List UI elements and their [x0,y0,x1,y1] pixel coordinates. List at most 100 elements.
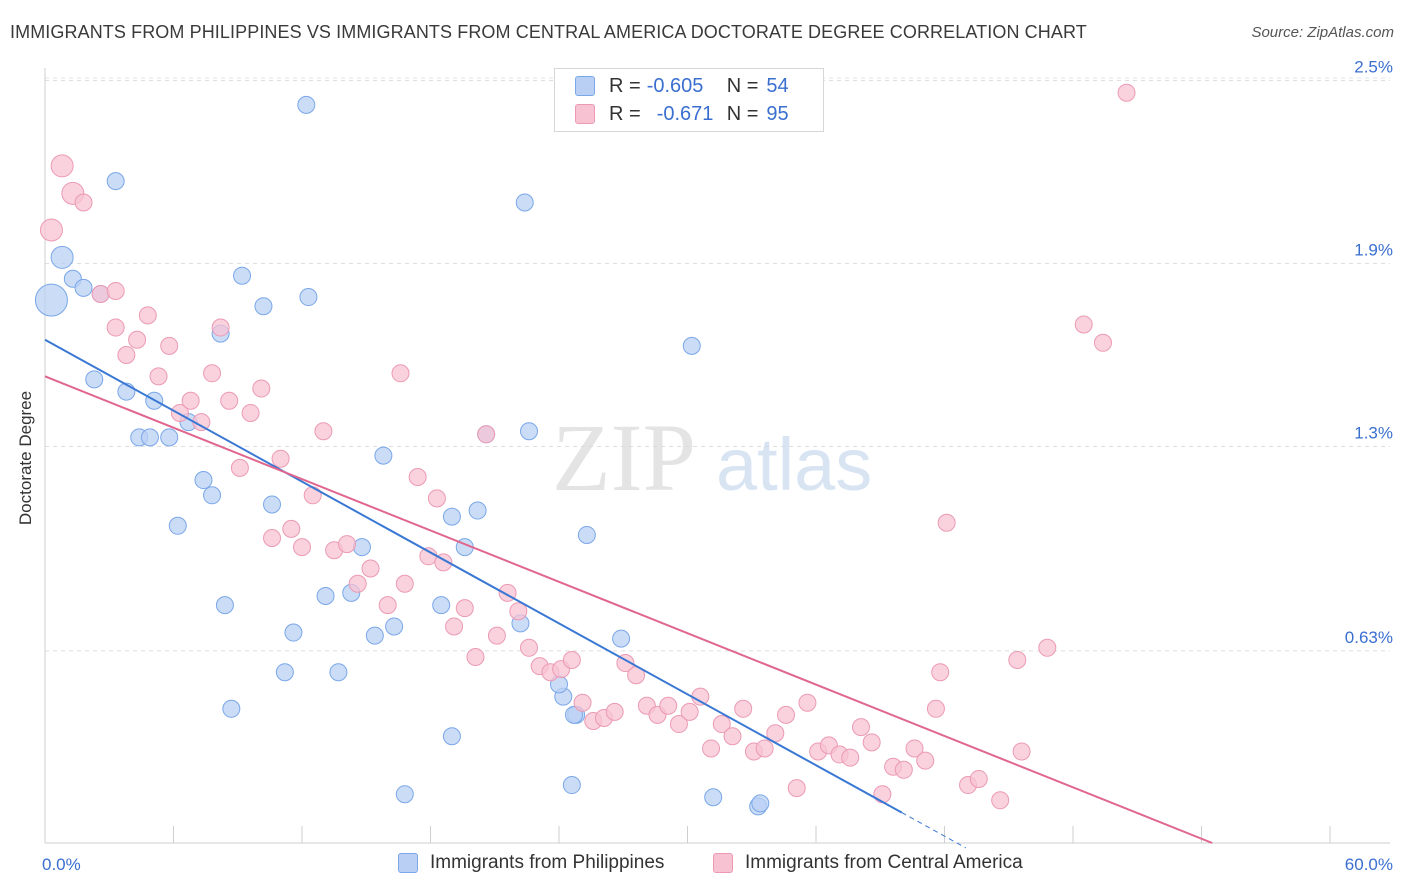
legend-n-label: N = [726,102,759,125]
point-philippines [682,336,701,355]
legend-n-value: 54 [766,74,789,97]
point-philippines [329,663,348,682]
chart-title: IMMIGRANTS FROM PHILIPPINES VS IMMIGRANT… [10,22,1087,42]
point-central-america [562,651,581,669]
point-philippines [751,794,770,813]
point-central-america [1093,333,1112,352]
point-central-america [605,702,624,721]
point-philippines [106,172,125,191]
point-central-america [138,306,157,325]
point-central-america [211,318,230,337]
point-central-america [659,696,678,715]
point-central-america [755,739,774,758]
point-central-america [712,715,731,734]
point-central-america [455,599,474,618]
point-central-america [230,458,249,477]
point-central-america [969,769,988,788]
point-central-america [252,379,271,398]
point-central-america [203,364,222,383]
point-central-america [669,715,688,734]
point-philippines [442,507,461,526]
point-central-america [862,733,881,752]
point-central-america [477,425,496,444]
point-central-america [1038,638,1057,657]
point-central-america [220,391,239,410]
point-philippines [50,245,74,269]
legend-r-value: -0.671 [656,102,714,125]
point-central-america [991,791,1010,810]
legend-n-label: N = [726,74,759,97]
series-legend-philippines: Immigrants from Philippines [398,852,664,874]
legend-swatch-blue [575,76,595,96]
watermark-atlas: atlas [716,423,872,506]
point-central-america [509,602,528,621]
series-name: Immigrants from Philippines [430,852,665,873]
point-central-america [427,489,446,508]
legend-swatch-pink [575,104,595,124]
legend-r-value: -0.605 [646,74,704,97]
point-philippines [352,538,371,557]
point-central-america [931,663,950,682]
point-central-america [1008,651,1027,669]
point-philippines [215,596,234,615]
axes [44,68,1390,844]
point-central-america [487,626,506,645]
point-philippines [284,623,303,642]
point-philippines [85,370,104,389]
point-philippines [316,586,335,605]
point-central-america [1074,315,1093,334]
point-central-america [160,336,179,355]
point-philippines [254,297,273,316]
point-central-america [50,154,74,178]
point-central-america [74,193,93,212]
point-philippines [299,288,318,307]
point-central-america [702,739,721,758]
point-philippines [704,788,723,807]
x-tick-label: 0.0% [42,855,81,874]
point-central-america [241,403,260,422]
trend-line-central-america [44,375,1213,844]
point-philippines [34,283,68,317]
source-label: Source: ZipAtlas.com [1251,24,1394,41]
point-central-america [337,535,356,554]
point-central-america [798,693,817,712]
point-philippines [160,428,179,447]
point-central-america [106,281,125,300]
point-central-america [680,702,699,721]
point-central-america [787,779,806,798]
legend-r-label: R = [609,74,641,97]
point-central-america [894,760,913,779]
legend-r-label: R = [609,102,641,125]
series-swatch-pink [713,853,733,873]
point-philippines [140,428,159,447]
y-tick-label: 0.63% [1345,628,1393,647]
point-philippines [515,193,534,212]
tick-labels: 0.63% 1.3% 1.9% 2.5% 0.0% 60.0% [42,58,1393,875]
point-central-america [916,751,935,770]
point-central-america [391,364,410,383]
point-philippines [564,705,583,724]
y-tick-label: 1.9% [1354,241,1393,260]
point-central-america [117,346,136,364]
legend-row-central-america: R = -0.671 N = 95 [575,100,789,128]
point-philippines [168,516,187,535]
point-philippines [275,663,294,682]
point-central-america [314,422,333,441]
point-central-america [303,486,322,505]
point-central-america [271,449,290,468]
point-central-america [905,739,924,758]
trend-line-extension [901,812,967,849]
point-central-america [873,785,892,804]
point-central-america [91,285,110,303]
point-philippines [365,626,384,645]
point-central-america [263,529,282,547]
point-philippines [432,596,451,615]
point-central-america [691,687,710,706]
point-central-america [149,367,168,386]
point-central-america [106,318,125,337]
trend-line-philippines [44,338,903,814]
point-philippines [233,266,252,285]
data-points [34,83,1136,816]
point-philippines [222,699,241,718]
